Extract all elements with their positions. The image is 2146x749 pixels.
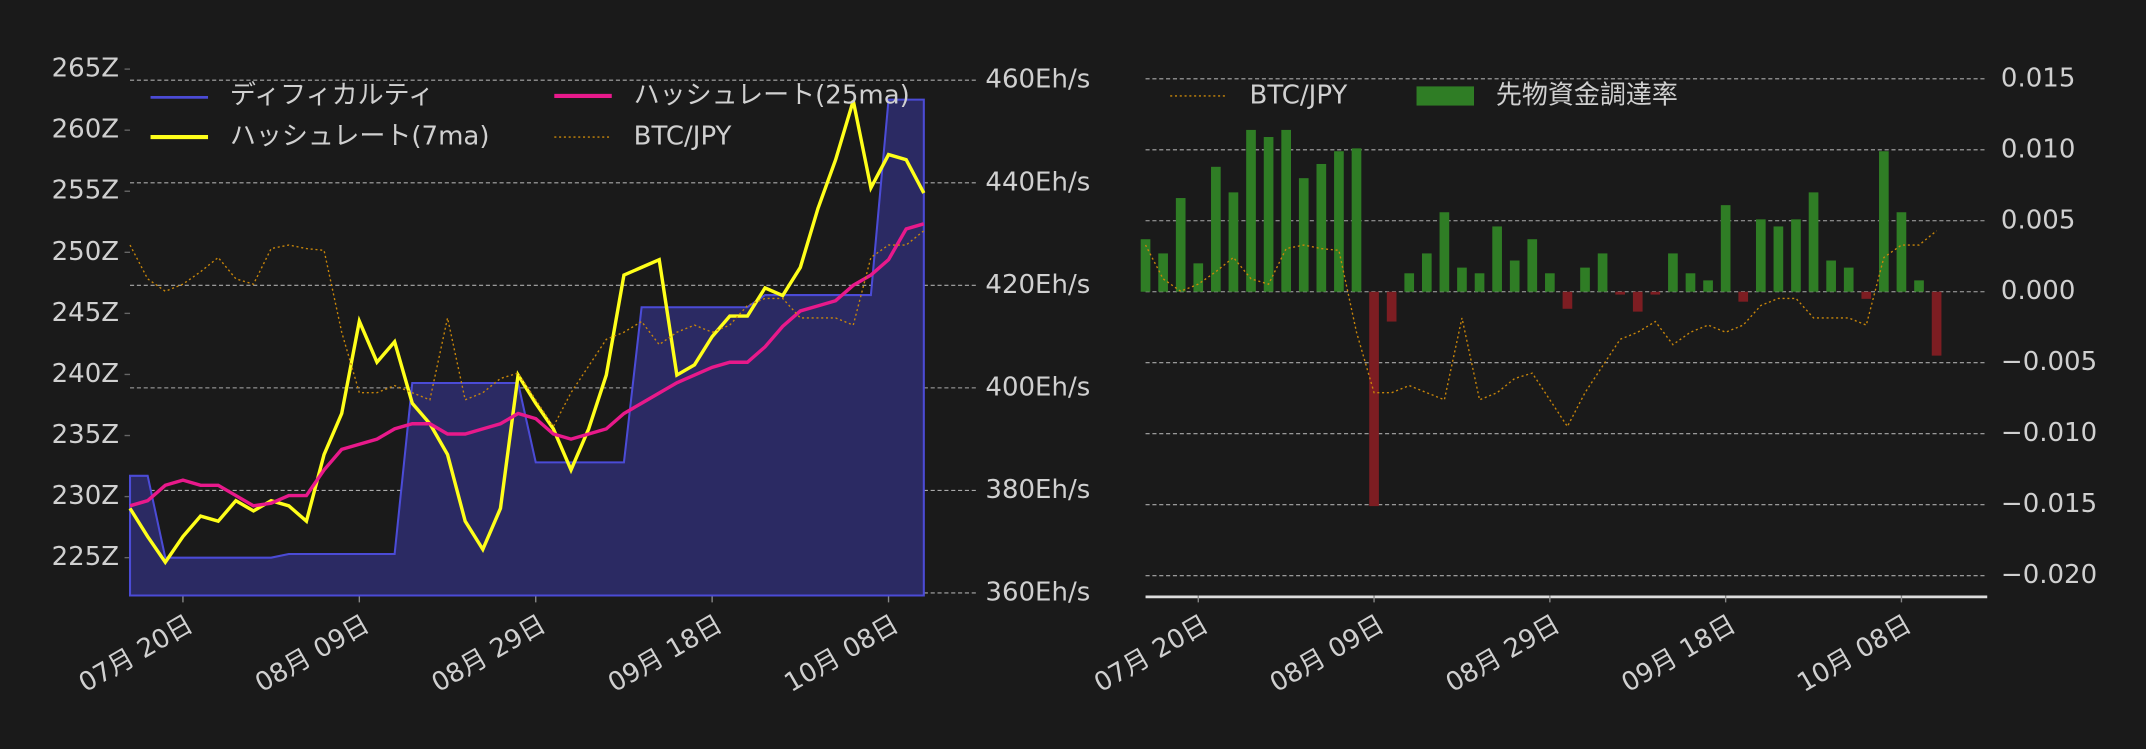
bar (1896, 212, 1907, 292)
bar (1298, 178, 1309, 292)
bar (1826, 260, 1836, 292)
bar (1668, 253, 1678, 292)
bar (1211, 166, 1221, 292)
legend-label: BTC/JPY (634, 122, 732, 152)
bar (1545, 273, 1555, 292)
bar (1175, 198, 1186, 292)
dotted-line (1144, 230, 1938, 428)
legend-label: ハッシュレート(25ma) (634, 80, 910, 110)
bar (1791, 219, 1801, 292)
line (129, 222, 925, 508)
x-tick-label: 08月 29日 (427, 609, 551, 698)
y-tick-label: 235Z (52, 420, 119, 450)
bar (1492, 226, 1502, 292)
legend-label: BTC/JPY (1250, 80, 1348, 110)
x-tick-label: 08月 29日 (1441, 609, 1565, 698)
legend-swatch (150, 95, 209, 99)
bar (1650, 291, 1661, 295)
x-tick-label: 08月 09日 (250, 609, 374, 698)
bar (1281, 129, 1292, 292)
area (128, 98, 925, 597)
y-tick-label: 0.005 (2001, 205, 2075, 235)
y2-tick-label: 460Eh/s (985, 65, 1090, 95)
y-tick-label: 260Z (52, 115, 119, 145)
bar (1720, 205, 1731, 292)
legend-label: ハッシュレート(7ma) (230, 122, 490, 152)
bar (1755, 219, 1766, 292)
y-tick-label: 225Z (52, 542, 119, 572)
bar (1509, 260, 1520, 292)
bar (1457, 267, 1467, 292)
bar (1316, 163, 1327, 292)
y2-tick-label: 440Eh/s (985, 167, 1090, 197)
bar (1808, 192, 1819, 292)
legend-label: ディフィカルティ (230, 80, 434, 110)
y-tick-label: 255Z (52, 176, 119, 206)
bar (1685, 273, 1696, 292)
bar (1615, 291, 1626, 295)
y-tick-label: 230Z (52, 481, 119, 511)
legend-label: 先物資金調達率 (1496, 80, 1678, 110)
bar (1334, 151, 1344, 292)
x-tick-label: 10月 08日 (780, 609, 904, 698)
y-tick-label: −0.020 (2001, 560, 2097, 590)
bar (1263, 137, 1274, 292)
legend-swatch (1416, 86, 1475, 106)
bar (1597, 253, 1608, 292)
y-tick-label: 265Z (52, 54, 119, 84)
bar (1773, 226, 1784, 292)
bar (1158, 253, 1168, 292)
bar (1386, 291, 1397, 322)
x-tick-label: 09月 18日 (1617, 609, 1741, 698)
y-tick-label: −0.005 (2001, 347, 2097, 377)
bar (1351, 148, 1362, 292)
bar (1914, 280, 1924, 292)
bar (1140, 239, 1151, 292)
bar (1580, 267, 1590, 292)
y-tick-label: 0.010 (2001, 134, 2075, 164)
bar (1439, 212, 1450, 292)
y2-tick-label: 420Eh/s (985, 270, 1090, 300)
y-tick-label: 245Z (52, 298, 119, 328)
bar (1879, 151, 1889, 292)
bar (1369, 291, 1379, 507)
y-tick-label: 240Z (52, 359, 119, 389)
bar (1404, 273, 1415, 292)
bar (1228, 192, 1239, 292)
x-tick-label: 07月 20日 (74, 609, 198, 698)
x-tick-label: 08月 09日 (1265, 609, 1389, 698)
y2-tick-label: 380Eh/s (985, 475, 1090, 505)
bar (1703, 280, 1713, 292)
bar (1527, 239, 1538, 292)
bar (1246, 129, 1256, 292)
bar (1193, 263, 1204, 292)
y-tick-label: 250Z (52, 237, 119, 267)
bar (1931, 291, 1942, 356)
bar (1843, 267, 1854, 292)
bar (1421, 253, 1432, 292)
y-tick-label: −0.015 (2001, 489, 2097, 519)
bar (1861, 291, 1872, 299)
y2-tick-label: 400Eh/s (985, 372, 1090, 402)
bar (1632, 291, 1643, 312)
y2-tick-label: 360Eh/s (985, 577, 1090, 607)
y-tick-label: −0.010 (2001, 418, 2097, 448)
x-tick-label: 07月 20日 (1089, 609, 1213, 698)
bar (1738, 291, 1749, 302)
bar (1474, 273, 1485, 292)
x-tick-label: 10月 08日 (1792, 609, 1916, 698)
bar (1562, 291, 1573, 309)
y-tick-label: 0.015 (2001, 63, 2075, 93)
y-tick-label: 0.000 (2001, 276, 2075, 306)
x-tick-label: 09月 18日 (603, 609, 727, 698)
